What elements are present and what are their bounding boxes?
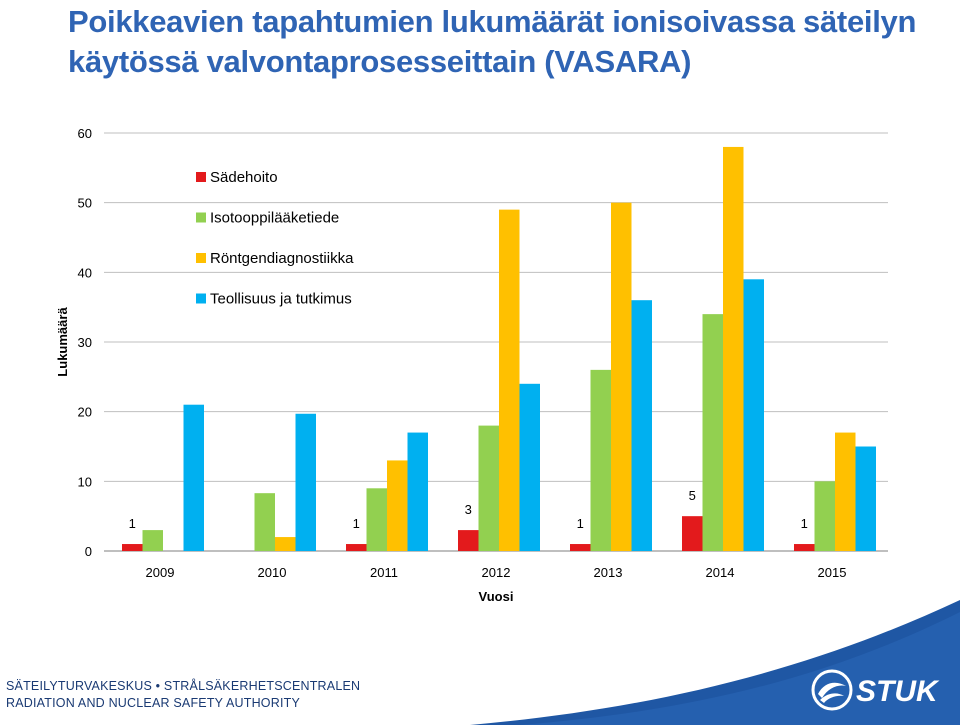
bar-1-0 (142, 530, 163, 551)
legend-label: Teollisuus ja tutkimus (210, 291, 352, 308)
bar-chart: 0 10 20 30 40 50 60 Lukumäärä 1 2009 2010 1 2011 3 201… (55, 126, 888, 604)
y-tick-label: 50 (78, 196, 92, 211)
x-tick-label: 2009 (146, 565, 175, 580)
chart-title: Poikkeavien tapahtumien lukumäärät ionis… (68, 4, 917, 79)
x-tick-label: 2013 (594, 565, 623, 580)
y-tick-label: 20 (78, 405, 92, 420)
bar-1-4 (590, 369, 611, 551)
bar-2-6 (835, 432, 856, 551)
x-tick-label: 2010 (258, 565, 287, 580)
bar-1-6 (814, 481, 835, 551)
bar-3-0 (183, 404, 204, 551)
data-label: 3 (465, 502, 472, 517)
y-tick-label: 0 (85, 544, 92, 559)
bar-1-2 (366, 488, 387, 551)
bar-2-4 (611, 202, 632, 551)
legend-label: Isotooppilääketiede (210, 210, 339, 227)
bar-3-5 (743, 279, 764, 551)
data-label: 1 (129, 516, 136, 531)
footer-authority-name: RADIATION AND NUCLEAR SAFETY AUTHORITY (6, 696, 300, 710)
bar-2-2 (387, 460, 408, 551)
x-tick-label: 2012 (482, 565, 511, 580)
bar-0-2 (346, 544, 367, 551)
data-label: 1 (353, 516, 360, 531)
data-label: 1 (801, 516, 808, 531)
bar-1-5 (702, 314, 723, 551)
legend-label: Sädehoito (210, 169, 278, 186)
bar-0-5 (682, 516, 703, 551)
legend-swatch (196, 293, 206, 304)
y-tick-label: 40 (78, 265, 92, 280)
stuk-logo-text: STUK (856, 675, 940, 708)
x-tick-label: 2014 (706, 565, 735, 580)
bar-0-6 (794, 544, 815, 551)
bar-3-6 (855, 446, 876, 551)
legend-swatch (196, 253, 206, 263)
bar-0-4 (570, 544, 591, 551)
legend-swatch (196, 172, 206, 182)
data-label: 1 (577, 516, 584, 531)
x-tick-label: 2015 (818, 565, 847, 580)
x-axis-title: Vuosi (479, 589, 514, 604)
bar-0-3 (458, 530, 479, 551)
bar-2-3 (499, 209, 520, 551)
x-tick-label: 2011 (370, 565, 398, 580)
bar-0-0 (122, 544, 143, 551)
footer-organization-names: SÄTEILYTURVAKESKUS • STRÅLSÄKERHETSCENTR… (6, 679, 361, 693)
bar-3-3 (519, 383, 540, 551)
y-axis-title: Lukumäärä (55, 307, 70, 377)
bar-3-1 (295, 413, 316, 551)
bar-3-4 (631, 300, 652, 551)
bar-1-1 (254, 493, 275, 551)
legend-label: Röntgendiagnostiikka (210, 250, 354, 267)
y-tick-label: 60 (78, 126, 92, 141)
bar-1-3 (478, 425, 499, 551)
data-label: 5 (689, 488, 696, 503)
y-tick-label: 10 (78, 474, 92, 489)
stuk-logo: STUK (811, 669, 940, 711)
bar-3-2 (407, 432, 428, 551)
bar-2-5 (723, 146, 744, 551)
legend-swatch (196, 212, 206, 223)
bar-2-1 (275, 537, 296, 551)
y-tick-label: 30 (78, 335, 92, 350)
